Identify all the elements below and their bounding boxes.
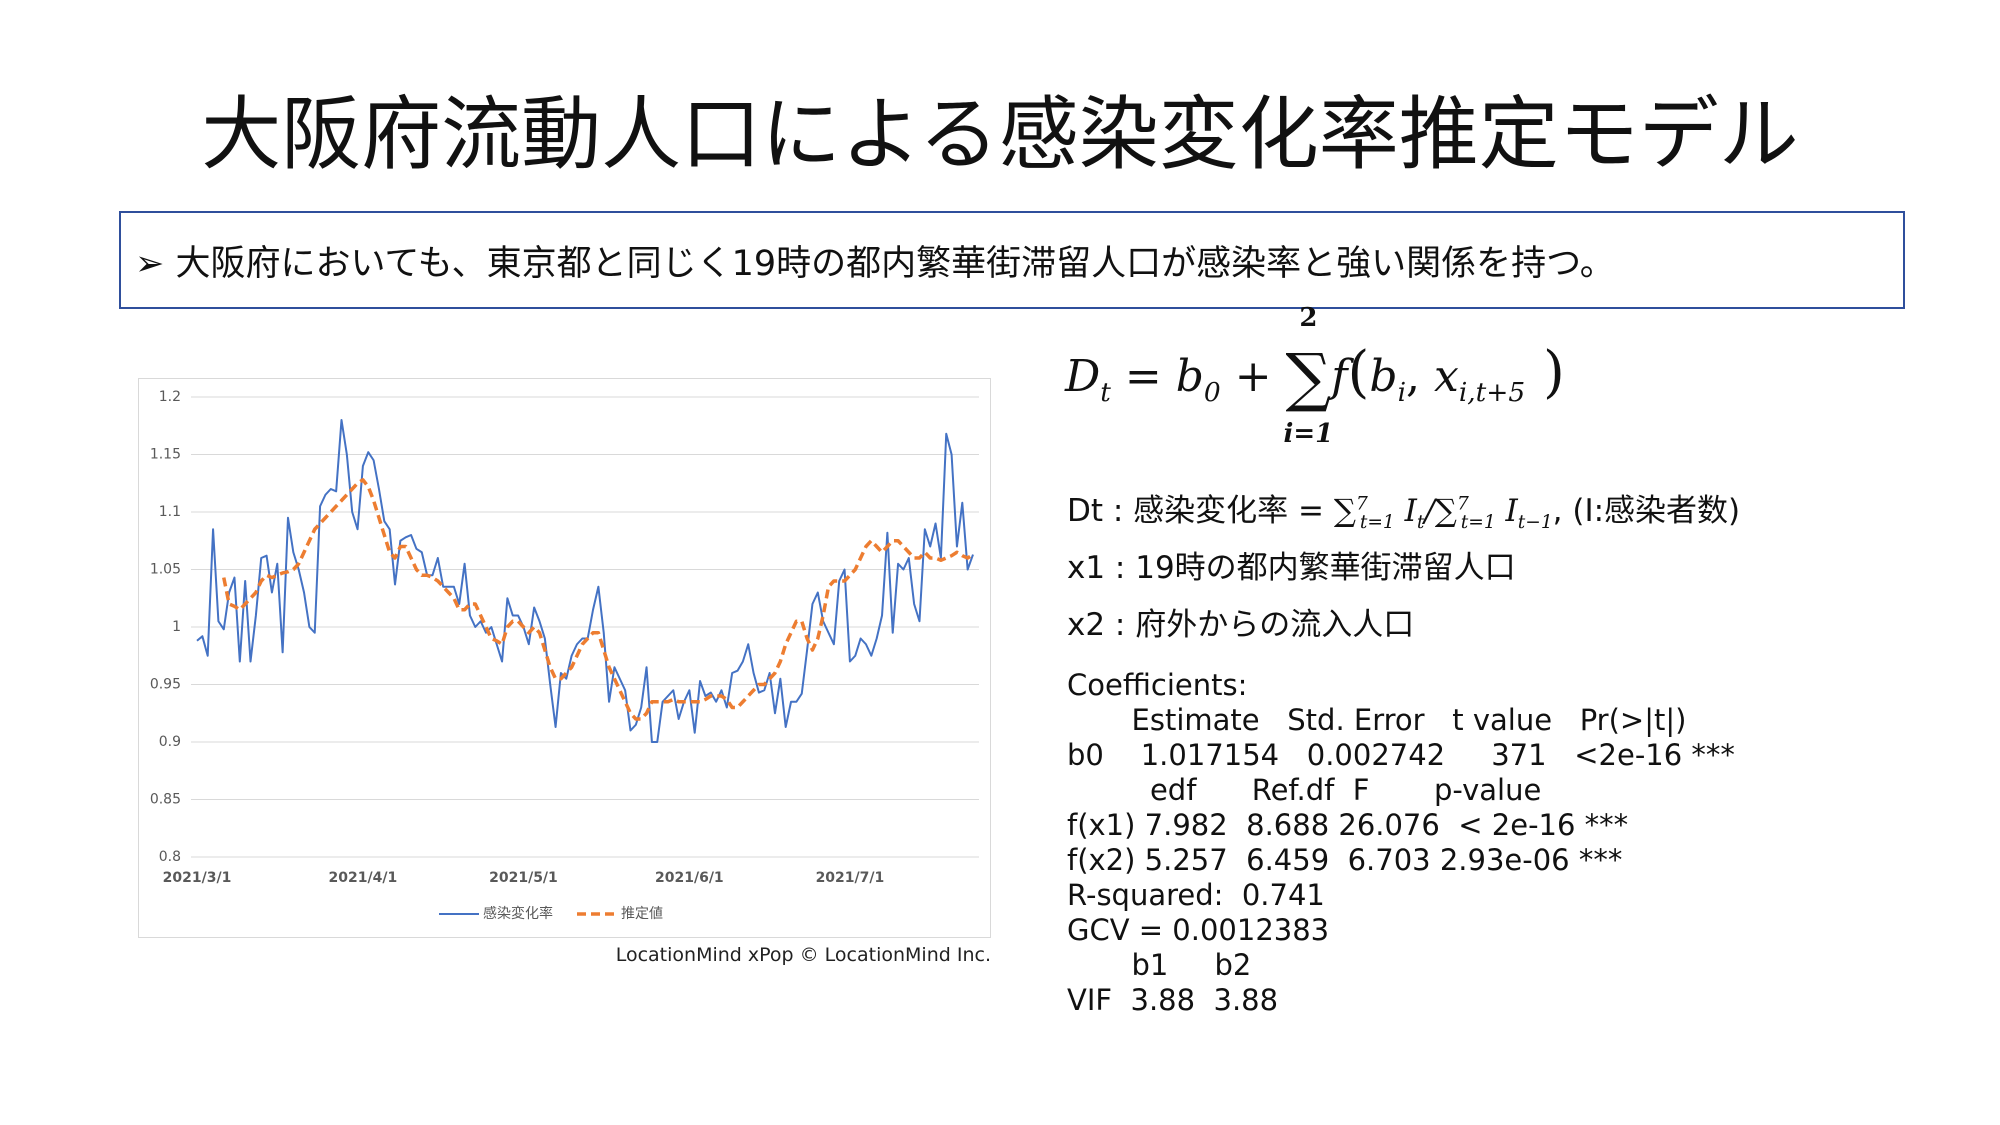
definition-x1: x1 : 19時の都内繁華街滞留人口 (1067, 550, 1516, 586)
coef-line: Coefficients: (1067, 668, 1248, 702)
m: ∑7t=1 It/∑7t=1 It−1 (1333, 493, 1553, 533)
m: f (1331, 351, 1348, 402)
m: / (1424, 493, 1435, 529)
x-tick-label: 2021/4/1 (329, 870, 398, 886)
m: ∑ (1333, 493, 1357, 529)
legend-label: 感染変化率 (483, 905, 553, 922)
coef-line: GCV = 0.0012383 (1067, 913, 1330, 947)
t: Dt : 感染変化率 = (1067, 493, 1334, 529)
m: 0 (1203, 376, 1221, 408)
x-tick-label: 2021/6/1 (655, 870, 724, 886)
definition-x2: x2 : 府外からの流入人口 (1067, 607, 1415, 643)
series-line (196, 419, 974, 743)
m: I (1404, 493, 1417, 529)
m: ∑ (1285, 341, 1332, 415)
y-tick-label: 0.85 (150, 792, 181, 808)
m: 7 (1456, 493, 1469, 515)
m: i (1397, 376, 1407, 408)
y-tick-label: 1.05 (150, 562, 181, 578)
sum: ∑ 2 i=1 (1284, 303, 1334, 449)
coef-line: Estimate Std. Error t value Pr(>|t|) (1067, 703, 1687, 737)
m: = (1110, 351, 1176, 402)
t: , (I:感染者数) (1552, 493, 1741, 529)
m: I (1505, 493, 1518, 529)
y-tick-label: 1.1 (159, 504, 181, 520)
m: t (1416, 512, 1425, 534)
m: b (1175, 351, 1204, 402)
chart-frame: 0.8 0.85 0.9 0.95 1 1.05 1.1 1.15 1.2 2021/3/1 202… (138, 378, 991, 938)
bullet-box (119, 211, 1905, 309)
coefficients: Coefficients: Estimate Std. Error t valu… (1067, 668, 1735, 1018)
m: x (1434, 351, 1459, 402)
x-tick-label: 2021/3/1 (163, 870, 232, 886)
m: + (1220, 351, 1286, 402)
y-tick-label: 1 (172, 619, 181, 635)
y-tick-label: 1.15 (150, 447, 181, 463)
m: ) (1525, 340, 1565, 405)
m: t (1100, 376, 1111, 408)
coef-line: b0 1.017154 0.002742 371 <2e-16 *** (1067, 738, 1735, 772)
legend-label: 推定値 (621, 906, 663, 922)
y-tick-label: 0.9 (159, 734, 181, 750)
m: , (1406, 351, 1434, 402)
definition-dt: Dt : 感染変化率 = ∑7t=1 It/∑7t=1 It−1, (I:感染者… (1067, 485, 1740, 533)
coef-line: VIF 3.88 3.88 (1067, 983, 1279, 1017)
m: ∑ (1434, 493, 1457, 529)
m: i,t+5 (1458, 376, 1526, 408)
bullet-icon: ➢ (135, 244, 176, 284)
formula: Dt = b0 + ∑ 2 i=1 f(bi, xi,t+5 ) (1065, 303, 1565, 449)
y-tick-label: 0.8 (159, 849, 181, 865)
x-tick-label: 2021/5/1 (489, 870, 558, 886)
coef-line: f(x1) 7.982 8.688 26.076 < 2e-16 *** (1067, 808, 1629, 842)
coef-line: f(x2) 5.257 6.459 6.703 2.93e-06 *** (1067, 843, 1623, 877)
m: t−1 (1517, 512, 1553, 534)
series-line (222, 478, 974, 721)
credit: LocationMind xPop © LocationMind Inc. (615, 944, 991, 966)
m: D (1065, 351, 1101, 402)
x-tick-label: 2021/7/1 (816, 870, 885, 886)
m: i=1 (1283, 419, 1334, 449)
chart: 0.8 0.85 0.9 0.95 1 1.05 1.1 1.15 1.2 2021/3/1 202… (150, 389, 979, 922)
coef-line: edf Ref.df F p-value (1067, 773, 1542, 807)
y-tick-label: 0.95 (150, 677, 181, 693)
m: ( (1347, 340, 1370, 405)
m: b (1369, 351, 1398, 402)
m: t=1 (1460, 512, 1496, 534)
m: t=1 (1359, 512, 1395, 534)
bullet: ➢ 大阪府においても、東京都と同じく19時の都内繁華街滞留人口が感染率と強い関係… (135, 235, 1615, 286)
coef-line: R-squared: 0.741 (1067, 878, 1325, 912)
m: 2 (1299, 303, 1318, 333)
title: 大阪府流動人口による感染変化率推定モデル (201, 88, 1799, 181)
bullet-text: 大阪府においても、東京都と同じく19時の都内繁華街滞留人口が感染率と強い関係を持… (175, 244, 1615, 284)
m: 7 (1356, 493, 1368, 515)
y-tick-label: 1.2 (159, 389, 181, 405)
coef-line: b1 b2 (1067, 948, 1252, 982)
